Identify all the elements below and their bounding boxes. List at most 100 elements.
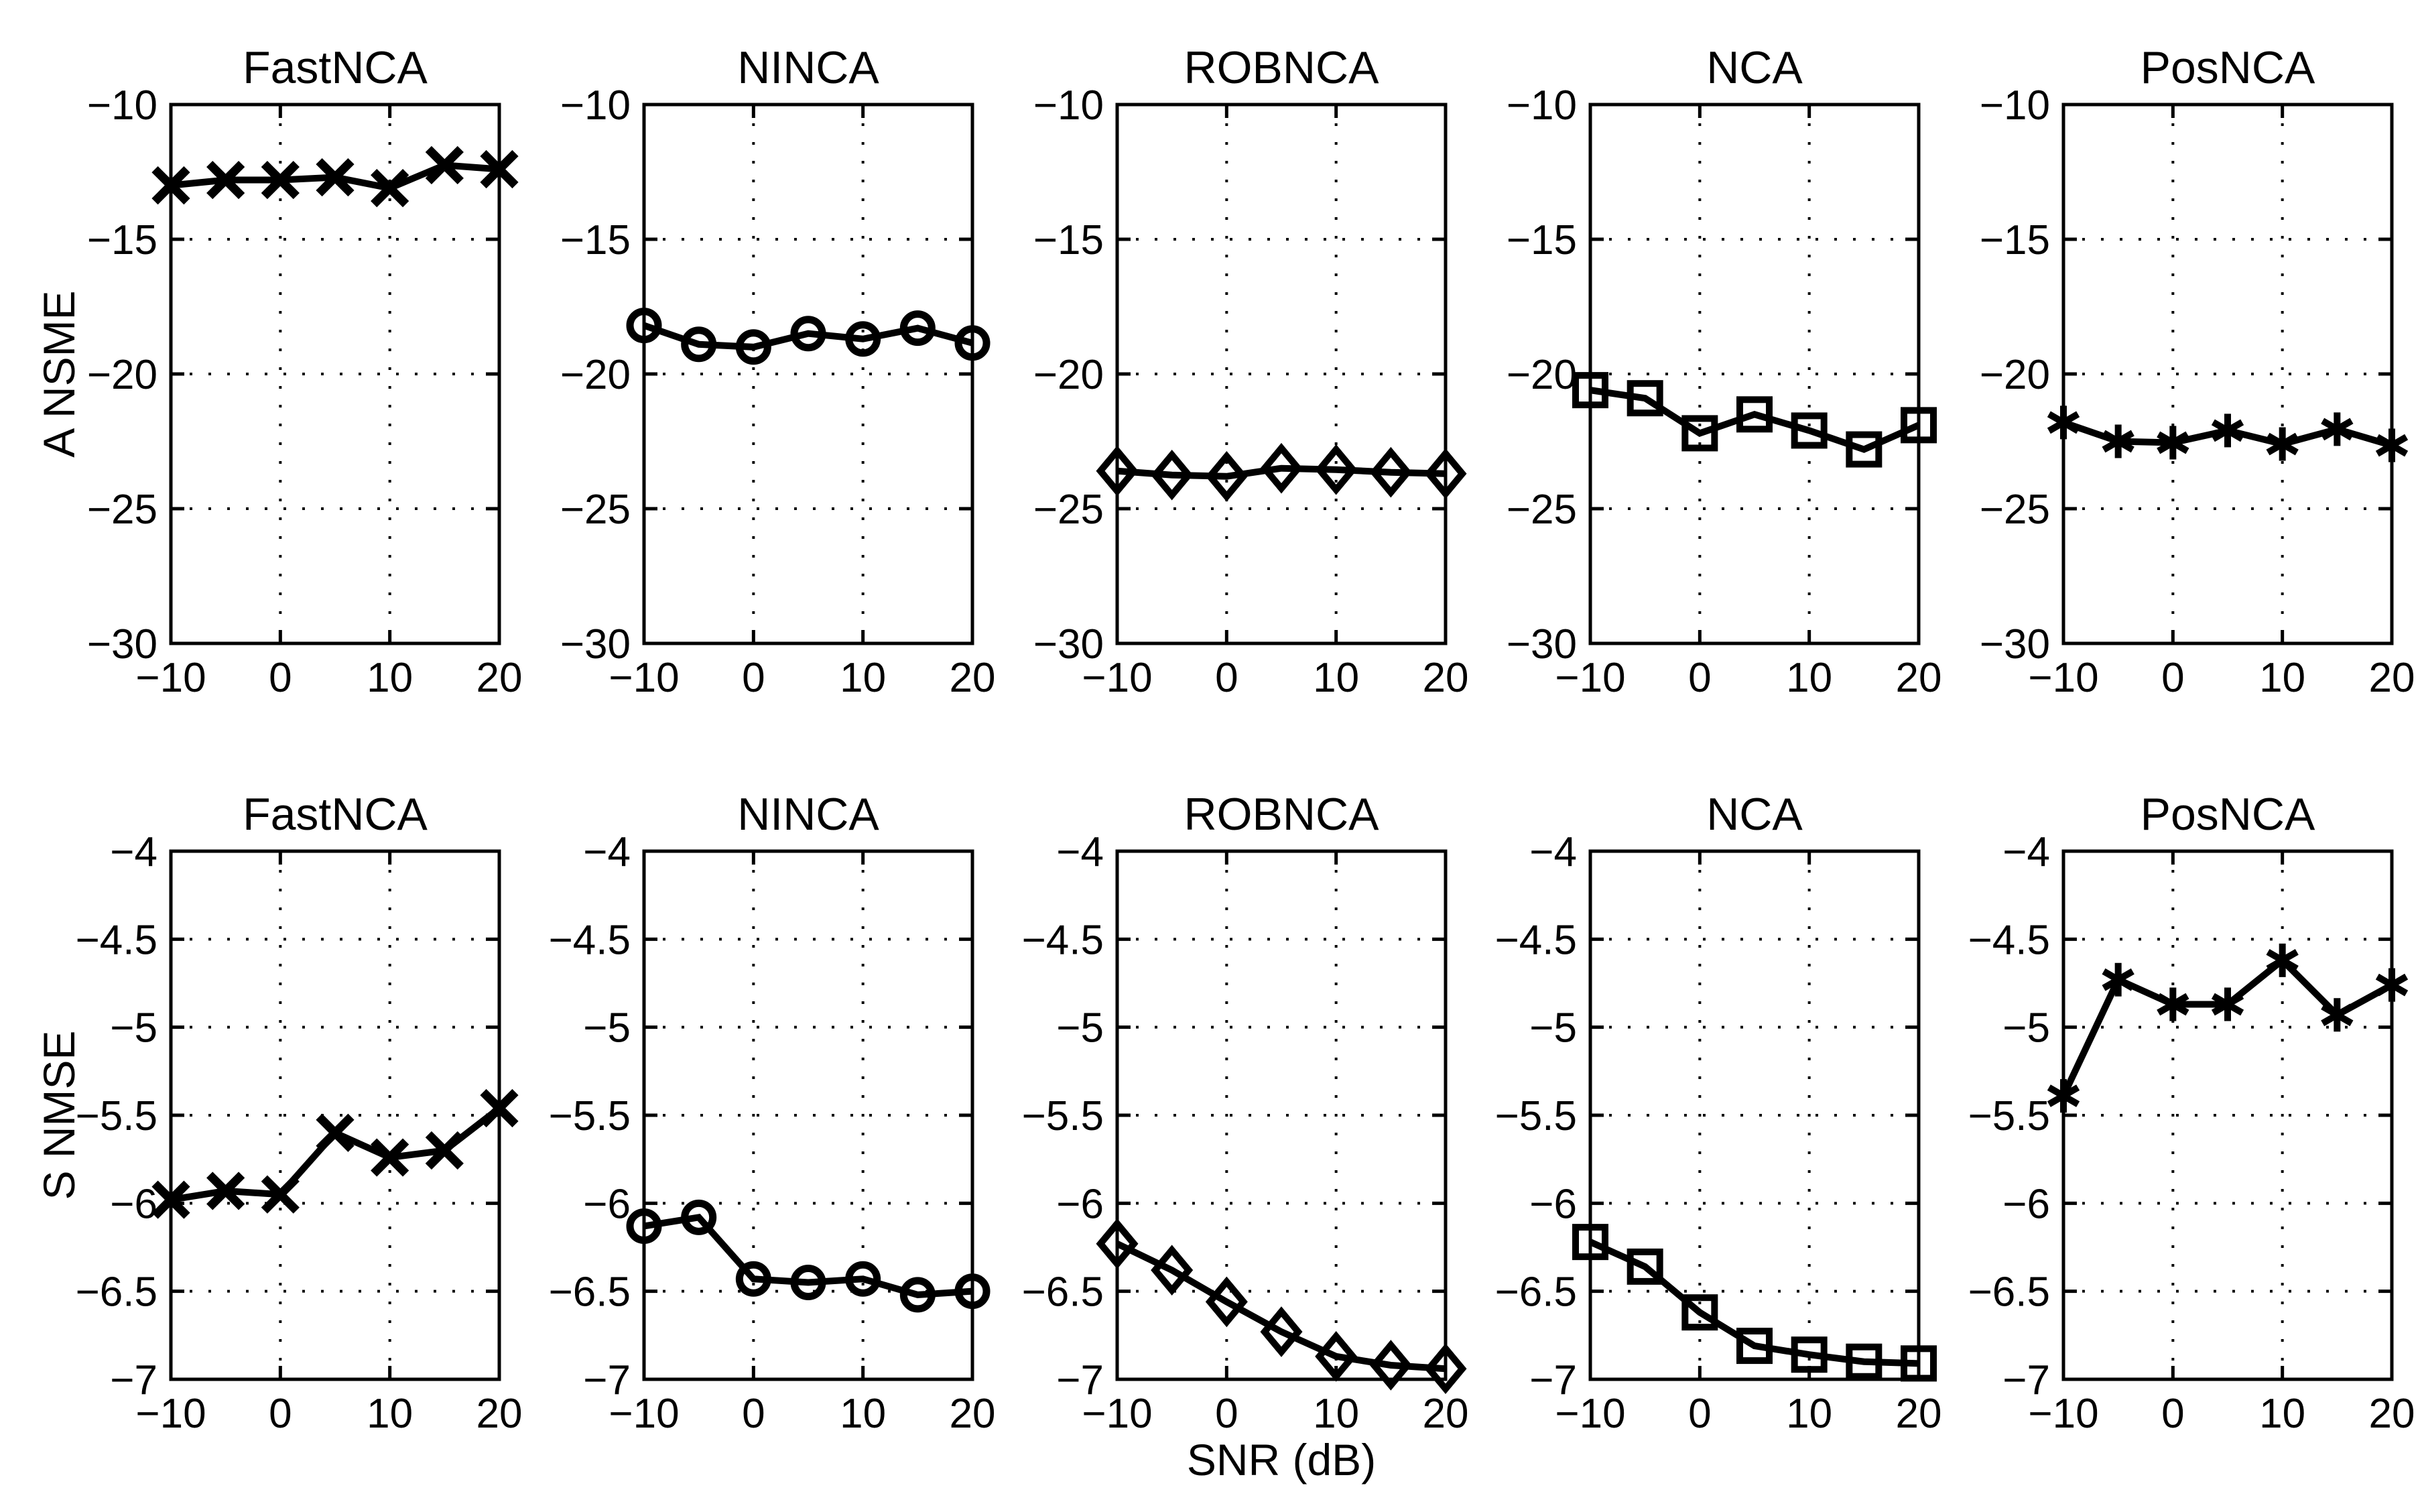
x-marker	[316, 158, 355, 197]
diamond-marker	[1205, 1276, 1248, 1328]
x-tick-label: −10	[609, 655, 679, 701]
x-tick-label: 10	[1786, 1391, 1832, 1437]
square-marker	[1901, 1345, 1937, 1382]
subplot-title: PosNCA	[2141, 42, 2315, 93]
asterisk-marker	[2321, 412, 2354, 446]
plot-svg-robnca-a-nsme: −10 0 10 20 −10 −15 −20 −25 −30 ROBNCA	[1033, 42, 1469, 701]
square-marker	[1572, 372, 1608, 409]
y-tick-label: −6	[2002, 1181, 2050, 1227]
diamond-marker	[1151, 1245, 1194, 1296]
x-tick-label: 0	[742, 655, 765, 701]
plot-svg-nca-a-nsme: −10 0 10 20 −10 −15 −20 −25 −30 NCA	[1507, 42, 1942, 701]
x-tick-label: 20	[476, 1391, 523, 1437]
data-line-nca-s-nmse	[1588, 1239, 1919, 1367]
data-line-ninca-a-nsme	[643, 322, 974, 351]
y-tick-label: −4.5	[1968, 917, 2050, 963]
subplot-title: NINCA	[737, 42, 879, 93]
circle-marker	[681, 1199, 717, 1235]
diamond-marker	[1260, 442, 1303, 494]
asterisk-marker	[2375, 428, 2409, 462]
diamond-marker	[1424, 1343, 1467, 1395]
y-tick-label: −4	[2002, 829, 2050, 875]
y-tick-label: −10	[87, 82, 157, 129]
data-line-nca-a-nsme	[1590, 387, 1921, 453]
x-tick-label: 0	[269, 655, 292, 701]
plot-svg-fastnca-s-nmse: −10 0 10 20 −4 −4.5 −5 −5.5 −6 −6.5 −7 FastNCA	[76, 789, 523, 1437]
x-tick-label: 20	[2369, 655, 2415, 701]
asterisk-marker	[2266, 427, 2299, 461]
asterisk-marker	[2375, 968, 2409, 1002]
asterisk-marker	[2047, 1079, 2080, 1113]
circle-marker	[954, 1273, 991, 1310]
x-tick-label: −10	[135, 655, 206, 701]
y-tick-label: −20	[1980, 352, 2050, 398]
circle-marker	[899, 1277, 936, 1313]
square-marker	[1791, 412, 1828, 449]
y-tick-label: −4.5	[1022, 917, 1104, 963]
subplot-title: NCA	[1706, 42, 1803, 93]
x-marker	[151, 1180, 190, 1219]
asterisk-marker	[2102, 424, 2134, 458]
y-tick-label: −4	[583, 829, 631, 875]
circle-marker	[845, 1261, 881, 1297]
y-tick-label: −6	[1056, 1181, 1104, 1227]
y-tick-label: −10	[560, 82, 631, 129]
plot-svg-nca-s-nmse: −10 0 10 20 −4 −4.5 −5 −5.5 −6 −6.5 −7 NCA	[1495, 789, 1942, 1437]
diamond-marker	[1260, 1306, 1303, 1357]
x-tick-label: −10	[2028, 1391, 2098, 1437]
diamond-marker	[1151, 449, 1194, 501]
x-tick-label: 0	[742, 1391, 765, 1437]
axes-box	[1115, 849, 1448, 1381]
x-tick-label: 20	[1423, 655, 1469, 701]
y-tick-label: −6	[583, 1181, 631, 1227]
diamond-marker	[1315, 444, 1358, 495]
x-axis-label: SNR (dB)	[1186, 1435, 1377, 1485]
subplot-posnca-s-nmse: −10 0 10 20 −4 −4.5 −5 −5.5 −6 −6.5 −7 PosNCA	[1968, 789, 2415, 1437]
y-tick-label: −7	[1529, 1357, 1577, 1403]
y-tick-label: −20	[1033, 352, 1104, 398]
diamond-marker	[1096, 1218, 1139, 1269]
plot-svg-robnca-s-nmse: −10 0 10 20 −4 −4.5 −5 −5.5 −6 −6.5 −7 ROBNCA	[1022, 789, 1469, 1437]
axes-box	[2061, 849, 2394, 1381]
axes-box	[169, 849, 501, 1381]
x-marker	[261, 1175, 300, 1214]
y-tick-label: −25	[560, 487, 631, 533]
y-tick-label: −6	[110, 1181, 157, 1227]
subplot-robnca-s-nmse: −10 0 10 20 −4 −4.5 −5 −5.5 −6 −6.5 −7 ROBNCA	[1022, 789, 1469, 1437]
y-tick-label: −30	[1507, 621, 1577, 668]
asterisk-marker	[2047, 405, 2080, 440]
x-tick-label: −10	[1082, 655, 1152, 701]
y-tick-label: −5.5	[76, 1093, 157, 1139]
y-tick-label: −10	[1033, 82, 1104, 129]
y-tick-label: −4	[110, 829, 157, 875]
y-tick-label: −30	[1980, 621, 2050, 668]
y-tick-label: −7	[583, 1357, 631, 1403]
circle-marker	[790, 1265, 826, 1301]
square-marker	[1627, 380, 1663, 417]
square-marker	[1627, 1248, 1663, 1285]
x-tick-label: 20	[476, 655, 523, 701]
axes-box	[642, 103, 974, 645]
circle-marker	[790, 316, 826, 352]
x-tick-label: 20	[1896, 655, 1942, 701]
x-tick-label: −10	[1555, 1391, 1625, 1437]
x-tick-label: 0	[1688, 655, 1711, 701]
y-tick-label: −6.5	[1968, 1269, 2050, 1316]
y-tick-label: −4.5	[549, 917, 631, 963]
subplot-robnca-a-nsme: −10 0 10 20 −10 −15 −20 −25 −30 ROBNCA	[1033, 42, 1469, 701]
y-tick-label: −5	[1529, 1005, 1577, 1052]
square-marker	[1681, 1294, 1718, 1331]
square-marker	[1736, 396, 1773, 433]
y-tick-label: −10	[1507, 82, 1577, 129]
x-tick-label: 20	[950, 655, 996, 701]
x-tick-label: 0	[269, 1391, 292, 1437]
asterisk-marker	[2157, 426, 2189, 460]
y-tick-label: −5	[2002, 1005, 2050, 1052]
y-tick-label: −4	[1529, 829, 1577, 875]
y-tick-label: −30	[1033, 621, 1104, 668]
x-tick-label: 20	[1896, 1391, 1942, 1437]
diamond-marker	[1369, 1340, 1412, 1391]
y-tick-label: −7	[110, 1357, 157, 1403]
circle-marker	[681, 326, 717, 363]
